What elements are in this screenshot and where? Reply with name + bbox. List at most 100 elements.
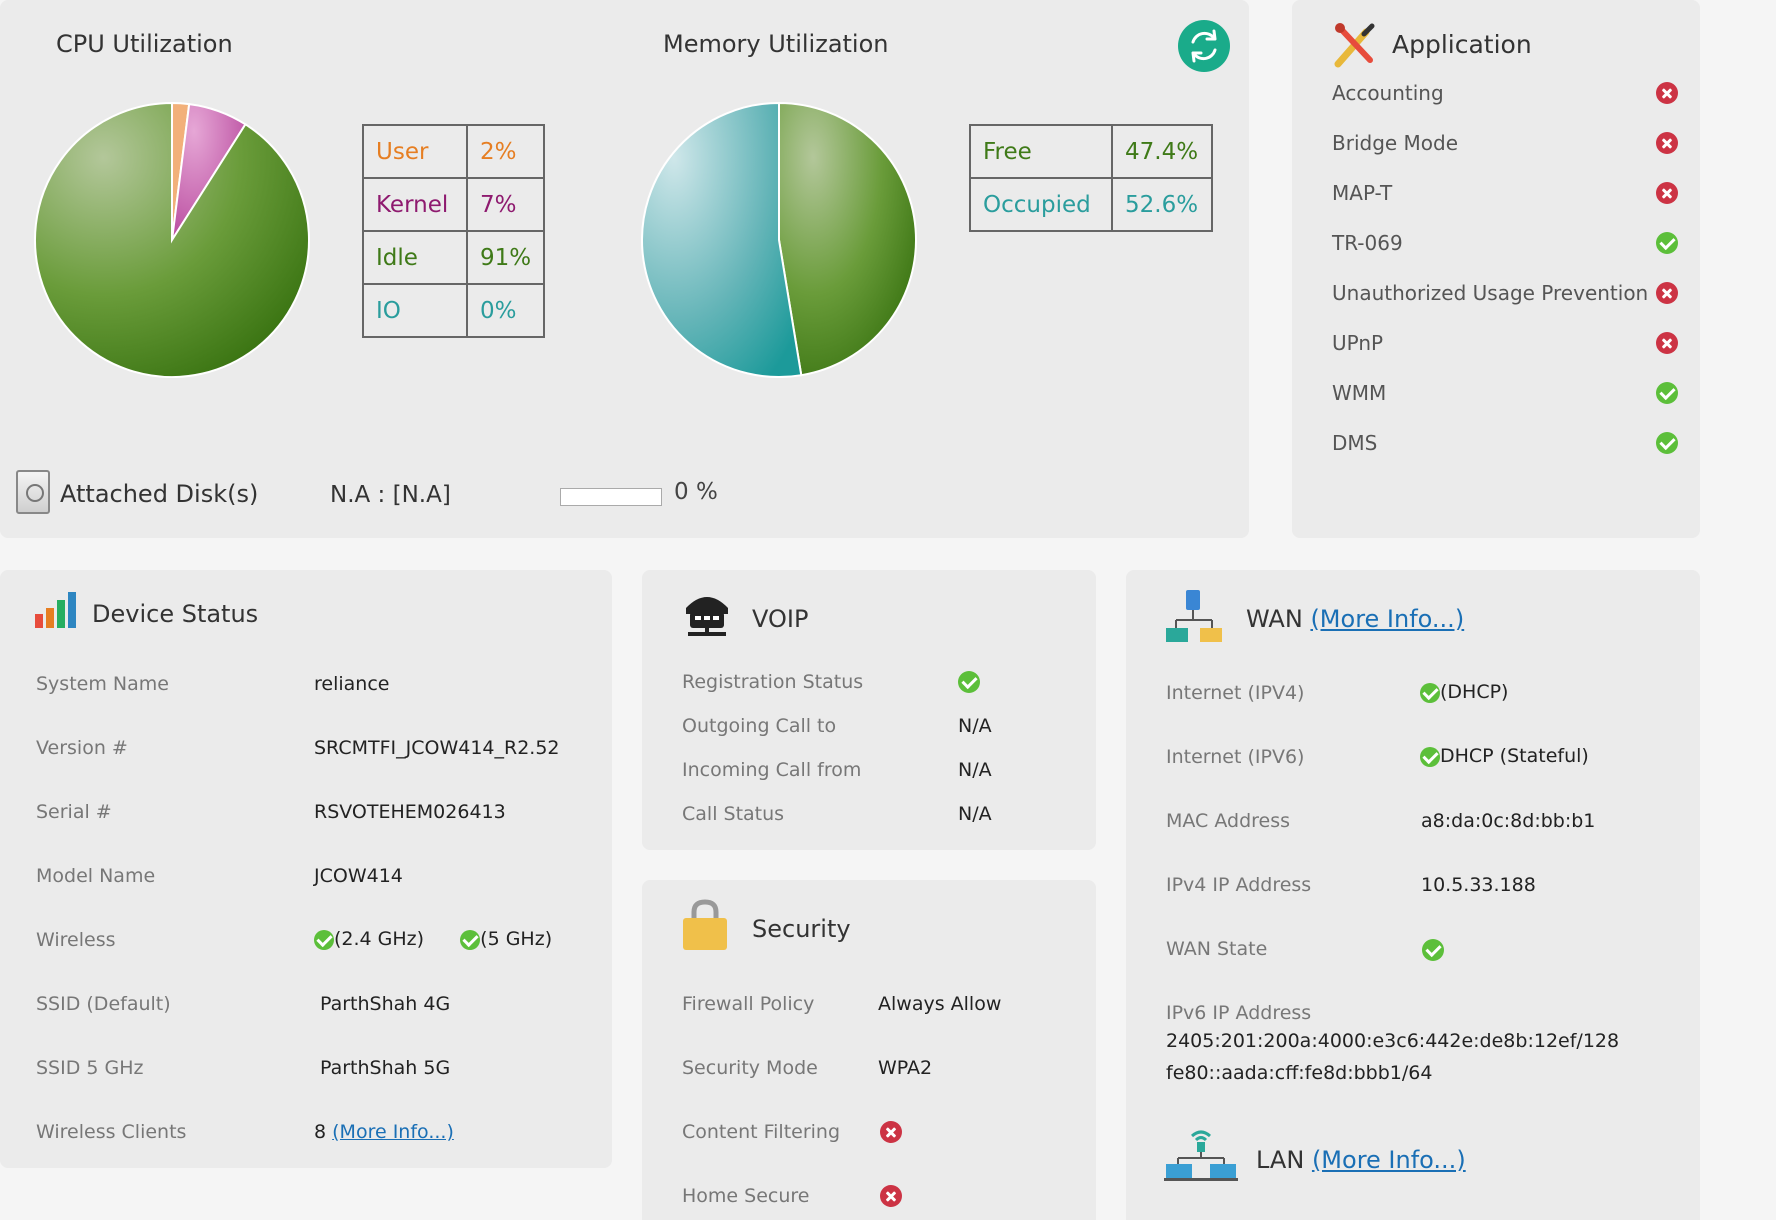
serial-label: Serial # xyxy=(36,801,112,823)
cpu-title: CPU Utilization xyxy=(56,30,233,58)
internet-ipv4-value: (DHCP) xyxy=(1420,681,1508,703)
ssid-default-label: SSID (Default) xyxy=(36,993,171,1015)
ssid-default-value: ParthShah 4G xyxy=(320,993,451,1015)
application-item-unauthorized-usage-prevention: Unauthorized Usage Prevention xyxy=(1332,278,1678,308)
wireless-clients-value: 8 (More Info...) xyxy=(314,1121,454,1143)
memory-legend-label: Occupied xyxy=(969,177,1113,232)
registration-status-label: Registration Status xyxy=(682,671,864,693)
network-icon xyxy=(1166,590,1222,642)
memory-slice-occupied xyxy=(641,102,803,378)
lan-more-info-link[interactable]: (More Info...) xyxy=(1311,1146,1466,1174)
mac-address-value: a8:da:0c:8d:bb:b1 xyxy=(1421,810,1596,832)
application-item-label: WMM xyxy=(1332,381,1387,405)
application-item-label: MAP-T xyxy=(1332,181,1393,205)
memory-legend-row: Free 47.4% xyxy=(969,124,1213,179)
cross-icon xyxy=(1656,132,1678,154)
call-status-value: N/A xyxy=(958,803,992,825)
ipv6-address-global: 2405:201:200a:4000:e3c6:442e:de8b:12ef/1… xyxy=(1166,1030,1620,1052)
wireless-clients-more-info-link[interactable]: (More Info...) xyxy=(332,1121,454,1143)
cpu-legend-value: 0% xyxy=(465,283,546,338)
wireless-value: (2.4 GHz) (5 GHz) xyxy=(314,928,552,950)
tools-icon xyxy=(1334,23,1375,68)
application-item-accounting: Accounting xyxy=(1332,78,1678,108)
disk-usage-bar xyxy=(560,488,662,506)
application-item-label: DMS xyxy=(1332,431,1378,455)
check-icon xyxy=(1420,746,1440,767)
refresh-icon xyxy=(1191,29,1217,63)
cpu-legend-value: 91% xyxy=(465,230,546,285)
disk-percent: 0 % xyxy=(674,479,718,505)
cpu-legend-row: User 2% xyxy=(362,124,546,179)
cpu-legend-value: 7% xyxy=(465,177,546,232)
memory-legend-row: Occupied 52.6% xyxy=(969,177,1213,232)
memory-pie-chart xyxy=(641,102,917,378)
application-item-label: Bridge Mode xyxy=(1332,131,1459,155)
memory-legend-value: 52.6% xyxy=(1111,177,1213,232)
application-title: Application xyxy=(1392,30,1532,59)
application-item-label: UPnP xyxy=(1332,331,1384,355)
cross-icon xyxy=(880,1121,902,1143)
firewall-policy-value: Always Allow xyxy=(878,993,1002,1015)
ipv6-address-link-local: fe80::aada:cff:fe8d:bbb1/64 xyxy=(1166,1062,1433,1084)
lan-network-icon xyxy=(1164,1130,1238,1181)
check-icon xyxy=(958,671,980,693)
disk-label: Attached Disk(s) xyxy=(60,480,259,508)
model-name-value: JCOW414 xyxy=(314,865,403,887)
cross-icon xyxy=(880,1185,902,1207)
memory-slice-free xyxy=(778,102,917,377)
home-secure-label: Home Secure xyxy=(682,1185,810,1207)
refresh-button[interactable] xyxy=(1178,20,1230,72)
wireless-clients-count: 8 xyxy=(314,1121,327,1143)
ipv4-address-label: IPv4 IP Address xyxy=(1166,874,1312,896)
application-item-bridge-mode: Bridge Mode xyxy=(1332,128,1678,158)
check-icon xyxy=(460,929,481,950)
application-item-label: Unauthorized Usage Prevention xyxy=(1332,281,1649,305)
internet-ipv6-value: DHCP (Stateful) xyxy=(1420,745,1589,767)
check-icon xyxy=(1656,432,1678,454)
cpu-legend-row: Idle 91% xyxy=(362,230,546,285)
cpu-slice-idle xyxy=(34,102,310,378)
security-title: Security xyxy=(752,915,851,943)
cpu-legend-label: IO xyxy=(362,283,468,338)
wan-title-row: WAN (More Info...) xyxy=(1246,605,1464,633)
cpu-legend-row: IO 0% xyxy=(362,283,546,338)
application-item-label: Accounting xyxy=(1332,81,1444,105)
model-name-label: Model Name xyxy=(36,865,156,887)
wireless-label: Wireless xyxy=(36,929,116,951)
cpu-legend-label: User xyxy=(362,124,468,179)
firewall-policy-label: Firewall Policy xyxy=(682,993,815,1015)
ssid-5g-label: SSID 5 GHz xyxy=(36,1057,144,1079)
disk-name: N.A : [N.A] xyxy=(330,482,451,508)
internet-ipv4-label: Internet (IPV4) xyxy=(1166,682,1305,704)
content-filtering-value xyxy=(880,1121,902,1143)
incoming-call-label: Incoming Call from xyxy=(682,759,862,781)
outgoing-call-label: Outgoing Call to xyxy=(682,715,837,737)
cross-icon xyxy=(1656,282,1678,304)
lan-title-row: LAN (More Info...) xyxy=(1256,1146,1466,1174)
call-status-label: Call Status xyxy=(682,803,785,825)
wan-state-value xyxy=(1422,939,1444,961)
internet-ipv6-label: Internet (IPV6) xyxy=(1166,746,1305,768)
wireless-band-2g: (2.4 GHz) xyxy=(334,928,425,950)
application-item-label: TR-069 xyxy=(1332,231,1403,255)
application-item-dms: DMS xyxy=(1332,428,1678,458)
application-item-wmm: WMM xyxy=(1332,378,1678,408)
wan-more-info-link[interactable]: (More Info...) xyxy=(1310,605,1465,633)
cross-icon xyxy=(1656,82,1678,104)
voip-title: VOIP xyxy=(752,605,809,633)
lan-title: LAN xyxy=(1256,1146,1305,1174)
phone-icon xyxy=(686,597,728,636)
cross-icon xyxy=(1656,332,1678,354)
memory-legend-value: 47.4% xyxy=(1111,124,1213,179)
wan-state-label: WAN State xyxy=(1166,938,1268,960)
disk-icon xyxy=(16,470,50,514)
ipv6-address-label: IPv6 IP Address xyxy=(1166,1002,1312,1024)
version-label: Version # xyxy=(36,737,128,759)
bar-chart-icon xyxy=(35,592,76,628)
system-name-value: reliance xyxy=(314,673,390,695)
cpu-legend-table: User 2% Kernel 7% Idle 91% IO 0% xyxy=(362,124,546,338)
content-filtering-label: Content Filtering xyxy=(682,1121,841,1143)
lock-icon xyxy=(683,899,727,950)
application-item-upnp: UPnP xyxy=(1332,328,1678,358)
cross-icon xyxy=(1656,182,1678,204)
